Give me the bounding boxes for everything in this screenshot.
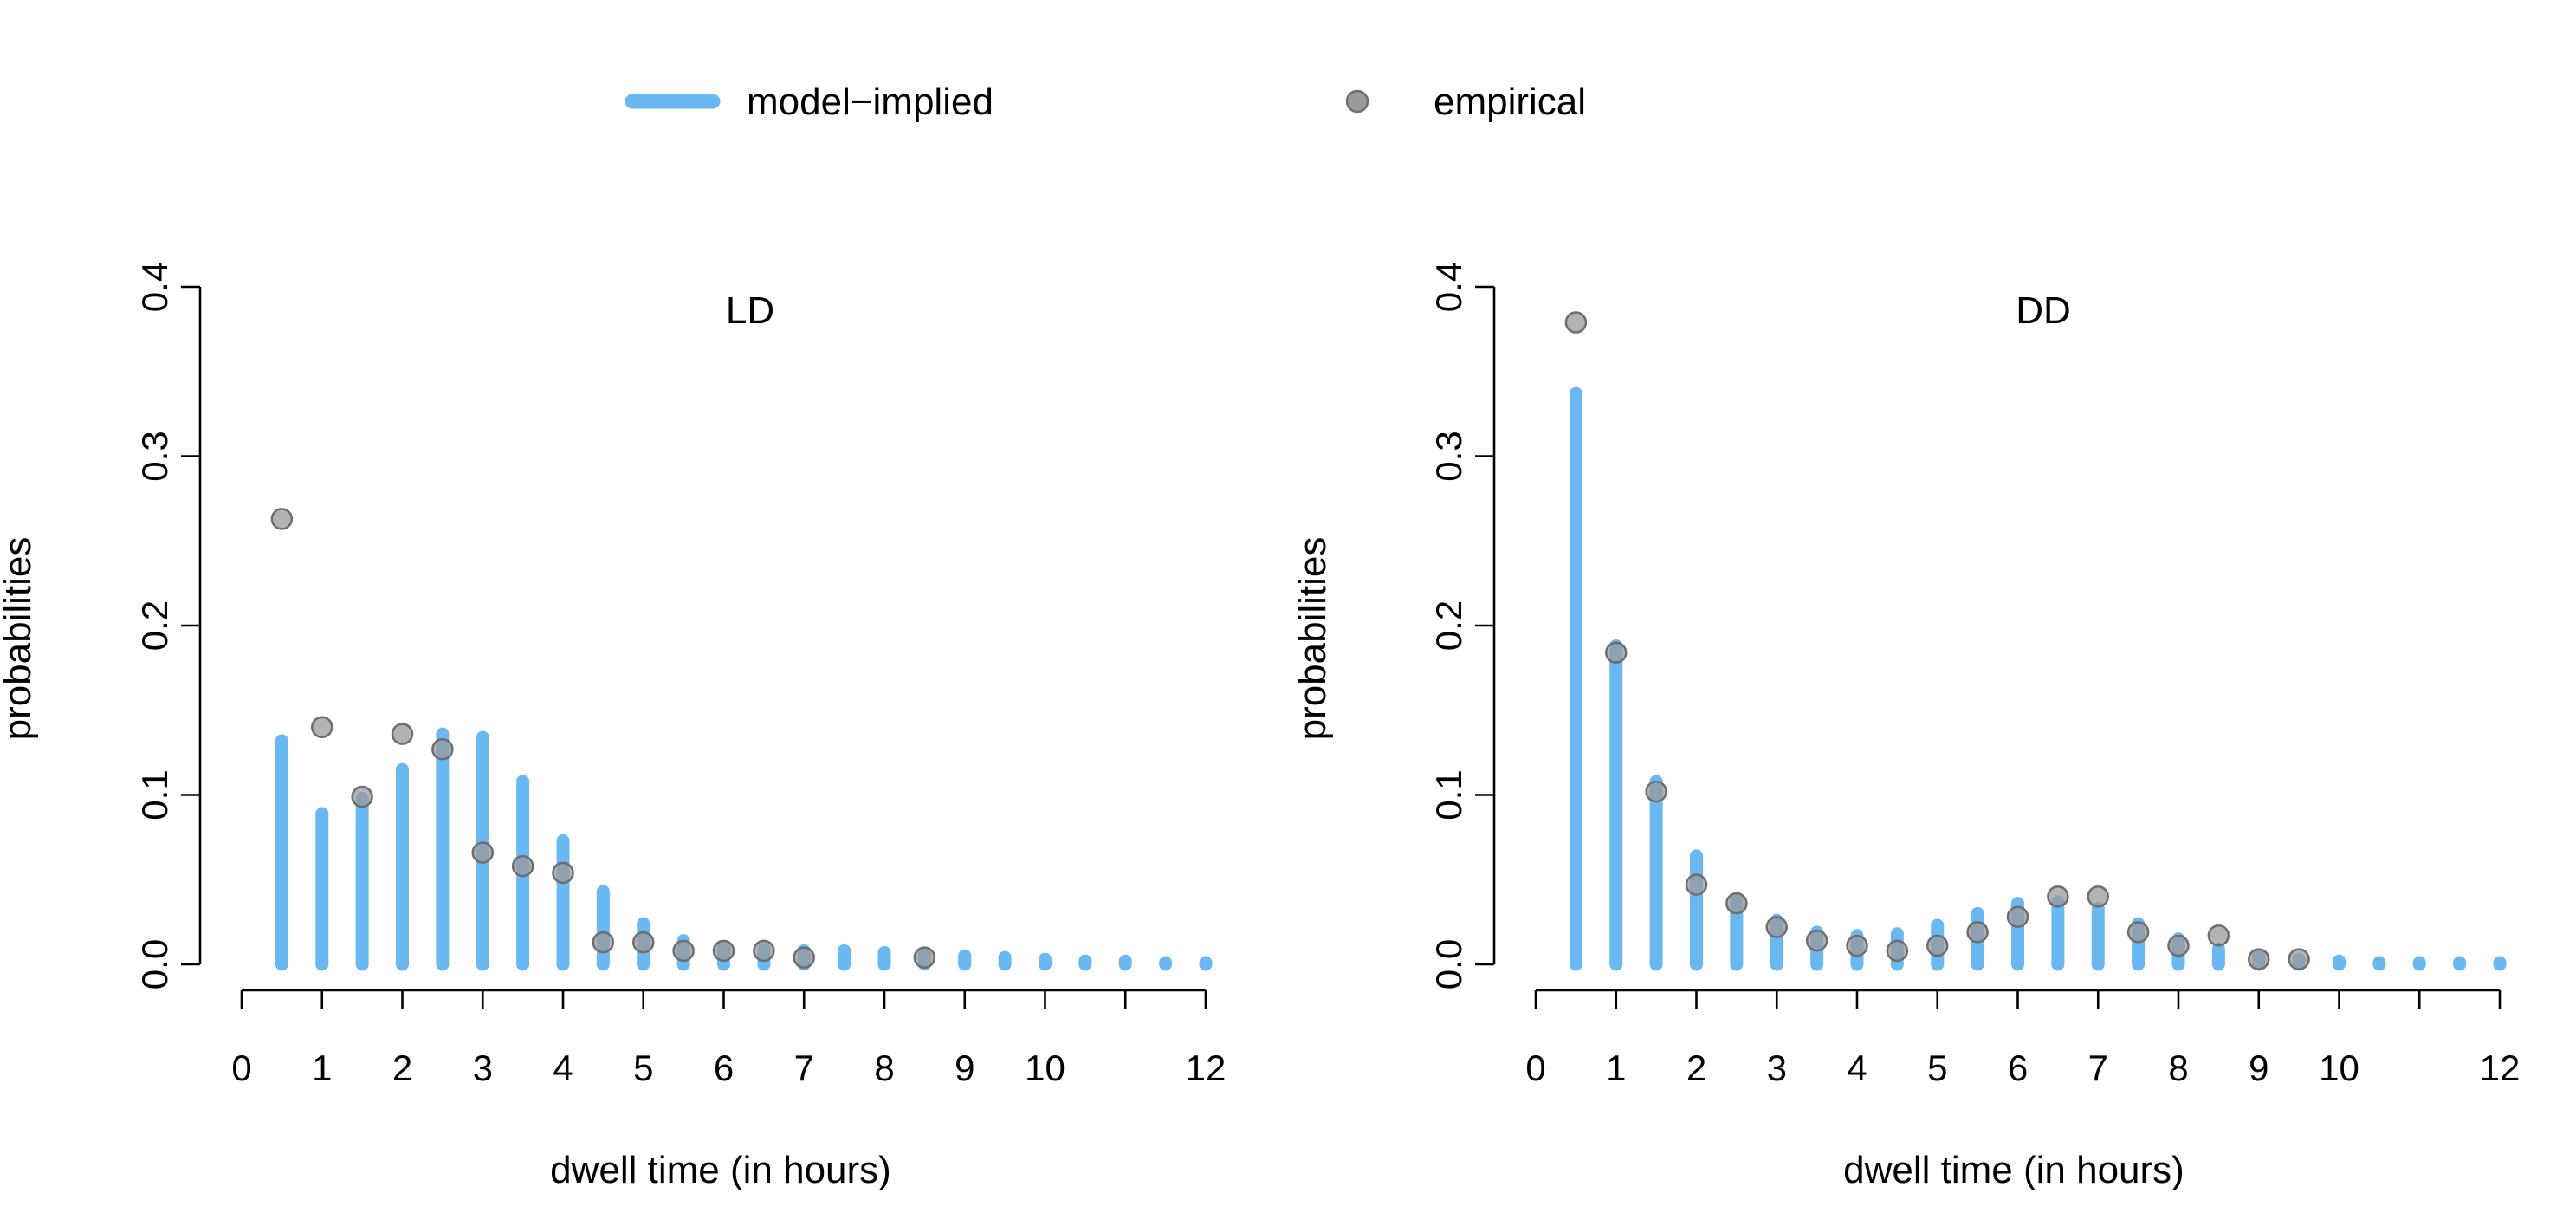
x-tick-label: 4 [1847,1048,1867,1088]
y-tick-label: 0.2 [134,600,175,651]
empirical-point [311,716,333,739]
empirical-point [712,939,735,963]
legend-model-label: model−implied [747,81,994,123]
empirical-point [431,737,454,761]
x-axis-title: dwell time (in hours) [1843,1149,2184,1191]
x-tick-label: 5 [1927,1048,1947,1088]
panel-title: DD [2016,289,2071,332]
empirical-point [1725,892,1748,915]
y-tick-label: 0.3 [134,431,175,481]
y-tick-label: 0.1 [134,769,175,820]
empirical-point [2207,924,2230,947]
x-axis-title: dwell time (in hours) [550,1149,891,1191]
empirical-point [592,931,615,954]
x-tick-label: 9 [2249,1048,2269,1088]
x-tick-label: 1 [1606,1048,1626,1088]
x-tick-label: 4 [553,1048,573,1088]
empirical-point [2087,885,2109,908]
x-tick-label: 6 [714,1048,734,1088]
empirical-point [2047,885,2069,908]
x-tick-label: 2 [1686,1048,1706,1088]
empirical-point [1605,641,1628,665]
empirical-point [1966,921,1989,944]
y-tick-label: 0.0 [134,939,175,989]
empirical-point [913,946,936,969]
empirical-point [1645,780,1667,803]
empirical-point [1926,934,1949,957]
x-tick-label: 0 [1525,1048,1545,1088]
empirical-point [270,508,294,530]
y-tick-label: 0.0 [1428,939,1469,989]
x-tick-label: 7 [2088,1048,2108,1088]
empirical-point [2288,948,2310,970]
empirical-point [552,861,574,885]
x-tick-label: 0 [231,1048,251,1088]
empirical-point [351,785,373,808]
empirical-point [391,723,414,745]
x-tick-label: 5 [633,1048,653,1088]
y-tick-label: 0.4 [1428,262,1469,312]
x-tick-label: 2 [392,1048,412,1088]
x-tick-label: 3 [473,1048,493,1088]
empirical-point [1846,934,1868,957]
empirical-point [2126,921,2150,944]
empirical-point [793,946,815,969]
y-tick-label: 0.3 [1428,431,1469,481]
empirical-point [2167,934,2190,957]
y-tick-label: 0.1 [1428,769,1469,820]
panel-title: LD [726,289,774,332]
x-tick-label: 3 [1767,1048,1787,1088]
y-tick-label: 0.4 [134,262,175,312]
legend-empirical-label: empirical [1434,81,1586,123]
empirical-point [2248,948,2270,970]
x-tick-label: 10 [2319,1048,2359,1088]
x-tick-label: 7 [794,1048,814,1088]
empirical-point [753,939,775,963]
x-tick-label: 9 [955,1048,974,1088]
empirical-point [471,841,494,864]
x-tick-label: 10 [1025,1048,1065,1088]
empirical-point [632,931,655,954]
x-tick-label: 8 [2168,1048,2188,1088]
y-tick-label: 0.2 [1428,600,1469,651]
x-tick-label: 6 [2008,1048,2028,1088]
y-axis-title: probabilities [1291,537,1334,741]
empirical-point [1886,939,1909,963]
empirical-point [1765,916,1788,938]
x-tick-label: 12 [1186,1048,1227,1088]
legend: model−implied empirical [625,81,1586,123]
y-axis-title: probabilities [0,537,39,741]
x-tick-label: 12 [2480,1048,2521,1088]
empirical-point [1805,929,1828,952]
empirical-point [1685,873,1708,896]
empirical-point [2006,905,2029,929]
empirical-point [511,854,534,878]
x-tick-label: 8 [874,1048,894,1088]
legend-empirical-marker [1345,89,1369,114]
empirical-point [1564,311,1588,334]
empirical-point [672,939,695,963]
x-tick-label: 1 [312,1048,332,1088]
